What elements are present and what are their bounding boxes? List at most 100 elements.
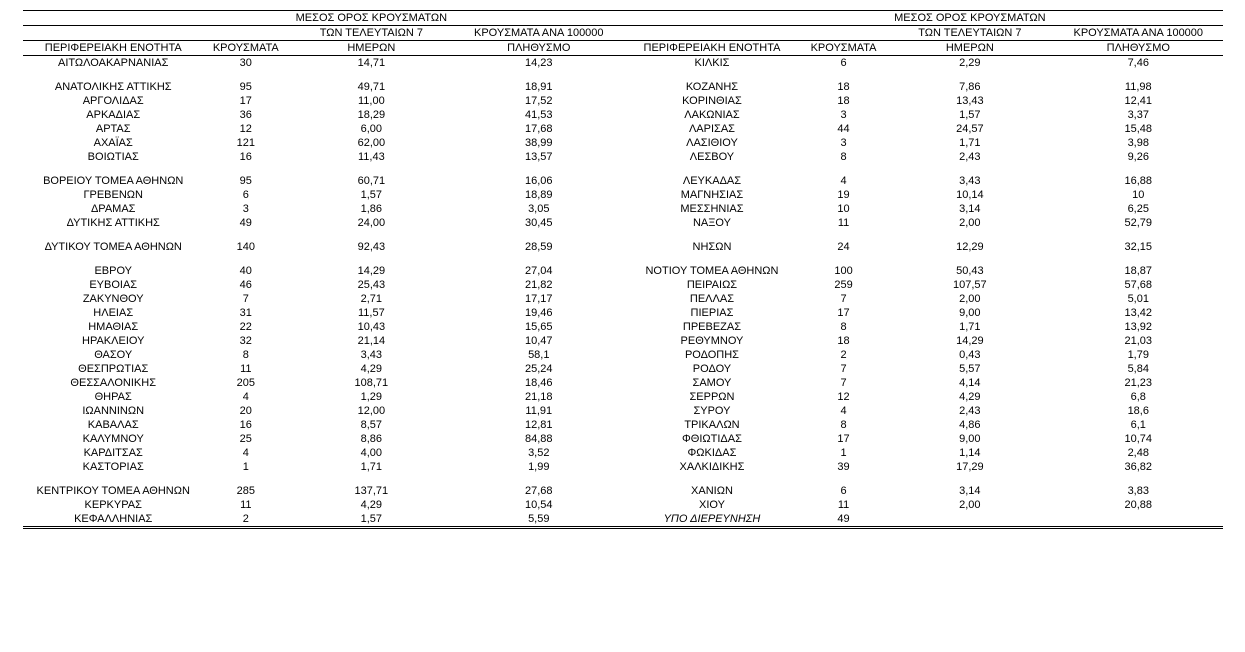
table-row: ΘΗΡΑΣ41,2921,18 [23, 390, 623, 404]
cell-avg: 14,29 [886, 334, 1054, 348]
cell-cases: 2 [204, 512, 288, 528]
left-table: ΜΕΣΟΣ ΟΡΟΣ ΚΡΟΥΣΜΑΤΩΝ ΤΩΝ ΤΕΛΕΥΤΑΙΩΝ 7 Κ… [23, 10, 623, 529]
cell-avg: 21,14 [288, 334, 455, 348]
cell-avg: 1,57 [288, 512, 455, 528]
cell-cases: 17 [204, 94, 288, 108]
cell-per: 10,47 [455, 334, 622, 348]
cell-cases: 11 [801, 498, 885, 512]
cell-cases: 140 [204, 240, 288, 254]
hdr-region: ΠΕΡΙΦΕΡΕΙΑΚΗ ΕΝΟΤΗΤΑ [623, 41, 802, 56]
cell-per: 27,68 [455, 484, 622, 498]
cell-per: 6,8 [1054, 390, 1222, 404]
cell-avg: 4,29 [886, 390, 1054, 404]
cell-per: 17,17 [455, 292, 622, 306]
cell-avg: 1,57 [886, 108, 1054, 122]
cell-cases: 6 [204, 188, 288, 202]
cell-avg: 13,43 [886, 94, 1054, 108]
table-row: ΑΡΚΑΔΙΑΣ3618,2941,53 [23, 108, 623, 122]
cell-cases: 16 [204, 150, 288, 164]
cell-region: ΝΑΞΟΥ [623, 216, 802, 230]
cell-cases: 7 [801, 362, 885, 376]
cell-per: 13,92 [1054, 320, 1222, 334]
cell-region: ΑΧΑΪΑΣ [23, 136, 204, 150]
cell-avg: 0,43 [886, 348, 1054, 362]
cell-cases: 6 [801, 56, 885, 71]
table-row: ΘΑΣΟΥ83,4358,1 [23, 348, 623, 362]
cell-avg: 9,00 [886, 306, 1054, 320]
cell-per: 18,87 [1054, 264, 1222, 278]
table-row: ΠΡΕΒΕΖΑΣ81,7113,92 [623, 320, 1223, 334]
cell-per: 28,59 [455, 240, 622, 254]
cell-region: ΘΕΣΠΡΩΤΙΑΣ [23, 362, 204, 376]
cell-avg: 4,86 [886, 418, 1054, 432]
cell-cases: 4 [204, 390, 288, 404]
cell-avg: 24,00 [288, 216, 455, 230]
cell-cases: 32 [204, 334, 288, 348]
hdr-avg7-l2: ΤΩΝ ΤΕΛΕΥΤΑΙΩΝ 7 [886, 26, 1054, 41]
cell-per: 9,26 [1054, 150, 1222, 164]
cell-cases: 40 [204, 264, 288, 278]
cell-region: ΚΙΛΚΙΣ [623, 56, 802, 71]
table-row: ΥΠΟ ΔΙΕΡΕΥΝΗΣΗ49 [623, 512, 1223, 528]
cell-region: ΑΡΚΑΔΙΑΣ [23, 108, 204, 122]
cell-avg: 2,00 [886, 216, 1054, 230]
cell-region: ΓΡΕΒΕΝΩΝ [23, 188, 204, 202]
cell-per: 5,84 [1054, 362, 1222, 376]
cell-region: ΙΩΑΝΝΙΝΩΝ [23, 404, 204, 418]
cell-avg: 1,71 [886, 136, 1054, 150]
table-row: ΛΑΣΙΘΙΟΥ31,713,98 [623, 136, 1223, 150]
table-row: ΗΡΑΚΛΕΙΟΥ3221,1410,47 [23, 334, 623, 348]
cell-per: 16,06 [455, 174, 622, 188]
table-row: ΣΑΜΟΥ74,1421,23 [623, 376, 1223, 390]
table-row: ΝΗΣΩΝ2412,2932,15 [623, 240, 1223, 254]
hdr-avg7-l2: ΤΩΝ ΤΕΛΕΥΤΑΙΩΝ 7 [288, 26, 455, 41]
cell-avg: 60,71 [288, 174, 455, 188]
cell-per: 16,88 [1054, 174, 1222, 188]
cell-region: ΣΕΡΡΩΝ [623, 390, 802, 404]
table-row: ΠΕΛΛΑΣ72,005,01 [623, 292, 1223, 306]
cell-cases: 121 [204, 136, 288, 150]
cell-cases: 8 [801, 150, 885, 164]
table-row: ΓΡΕΒΕΝΩΝ61,5718,89 [23, 188, 623, 202]
cell-per: 10,54 [455, 498, 622, 512]
cell-per: 12,81 [455, 418, 622, 432]
cell-avg: 2,29 [886, 56, 1054, 71]
cell-cases: 30 [204, 56, 288, 71]
cell-avg: 3,14 [886, 202, 1054, 216]
cell-region: ΠΕΛΛΑΣ [623, 292, 802, 306]
cell-cases: 18 [801, 334, 885, 348]
cell-region: ΤΡΙΚΑΛΩΝ [623, 418, 802, 432]
cell-per: 32,15 [1054, 240, 1222, 254]
cell-per: 18,89 [455, 188, 622, 202]
cell-cases: 44 [801, 122, 885, 136]
cell-per: 30,45 [455, 216, 622, 230]
cell-per: 1,99 [455, 460, 622, 474]
hdr-per100k-l2: ΠΛΗΘΥΣΜΟ [1054, 41, 1222, 56]
cell-per: 84,88 [455, 432, 622, 446]
cell-cases: 3 [801, 136, 885, 150]
cell-region: ΛΕΥΚΑΔΑΣ [623, 174, 802, 188]
cell-region: ΘΗΡΑΣ [23, 390, 204, 404]
cell-per: 3,37 [1054, 108, 1222, 122]
cell-avg: 5,57 [886, 362, 1054, 376]
cell-per: 19,46 [455, 306, 622, 320]
cell-cases: 39 [801, 460, 885, 474]
table-row: ΚΕΦΑΛΛΗΝΙΑΣ21,575,59 [23, 512, 623, 528]
cell-avg: 3,43 [886, 174, 1054, 188]
table-row: ΚΑΒΑΛΑΣ168,5712,81 [23, 418, 623, 432]
table-row: ΚΑΛΥΜΝΟΥ258,8684,88 [23, 432, 623, 446]
table-row: ΚΑΡΔΙΤΣΑΣ44,003,52 [23, 446, 623, 460]
table-row: ΔΥΤΙΚΗΣ ΑΤΤΙΚΗΣ4924,0030,45 [23, 216, 623, 230]
cell-per: 17,68 [455, 122, 622, 136]
cell-cases: 4 [801, 404, 885, 418]
cell-region: ΥΠΟ ΔΙΕΡΕΥΝΗΣΗ [623, 512, 802, 528]
table-row: ΖΑΚΥΝΘΟΥ72,7117,17 [23, 292, 623, 306]
cell-avg: 8,86 [288, 432, 455, 446]
cell-region: ΛΑΚΩΝΙΑΣ [623, 108, 802, 122]
hdr-cases: ΚΡΟΥΣΜΑΤΑ [204, 41, 288, 56]
cell-avg: 1,71 [288, 460, 455, 474]
cell-cases: 46 [204, 278, 288, 292]
cell-avg: 8,57 [288, 418, 455, 432]
table-row: ΛΕΣΒΟΥ82,439,26 [623, 150, 1223, 164]
cell-region: ΑΡΓΟΛΙΔΑΣ [23, 94, 204, 108]
